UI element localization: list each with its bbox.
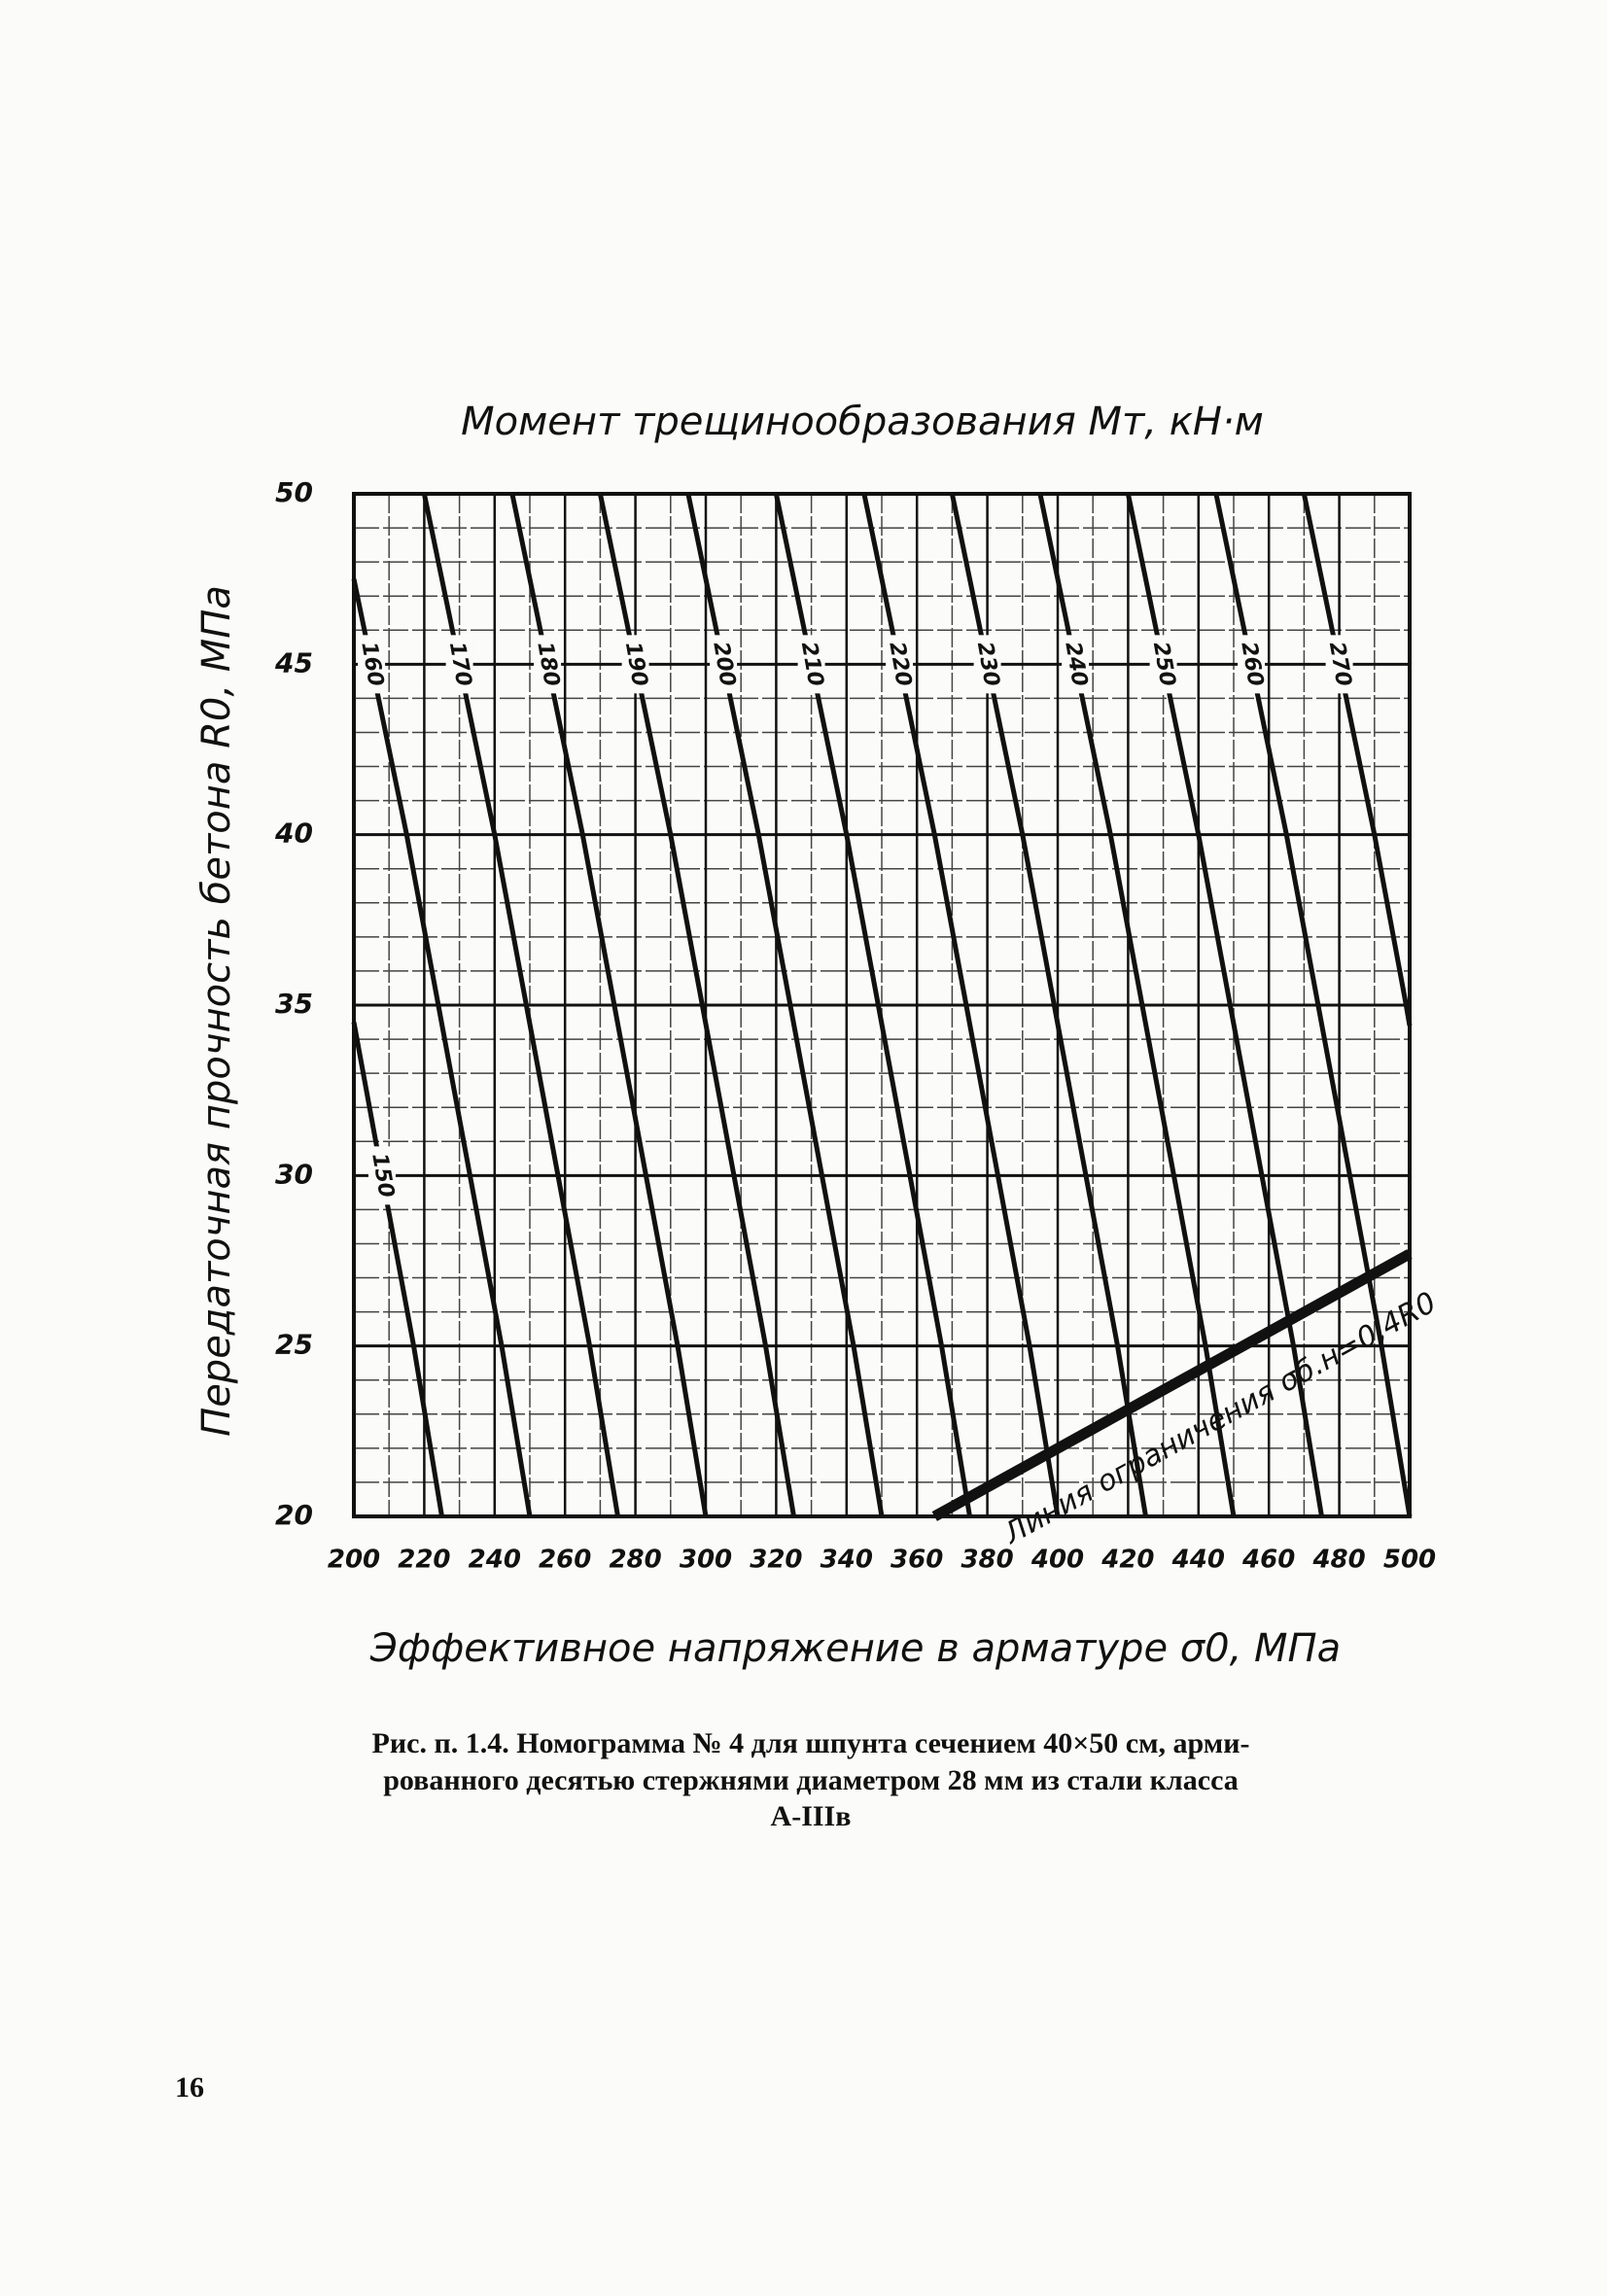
curve-label-bg [710,635,738,694]
x-tick-label: 360 [891,1546,943,1575]
y-tick-label: 45 [274,646,313,678]
curve [351,1022,444,1517]
x-axis-label: Эффективное напряжение в арматуре σ0, МП… [369,1626,1341,1671]
curve-label-bg [445,635,473,694]
y-tick-label: 35 [275,988,313,1020]
x-tick-label: 480 [1311,1546,1365,1575]
curve [1301,493,1413,1026]
y-axis-label: Передаточная прочность бетона R0, МПа [194,585,239,1437]
curve-label-bg [973,635,1001,694]
curve-label-bg [886,635,914,694]
constraint-label: Линия ограничения σб.н=0,4R0 [997,1285,1442,1551]
x-tick-label: 440 [1171,1546,1225,1575]
curve-label-bg [534,635,562,694]
curve-label-bg [1238,635,1266,694]
x-tick-label: 200 [328,1546,380,1575]
x-tick-label: 380 [961,1546,1013,1575]
y-tick-label: 50 [275,476,313,508]
caption-line: А-IIIв [771,1800,852,1832]
curve-label-bg [797,635,825,694]
chart-title: Момент трещинообразования Mт, кН·м [461,400,1264,444]
x-tick-label: 300 [680,1546,732,1575]
curve-label-bg [358,635,386,694]
x-tick-label: 280 [609,1546,661,1575]
curve-label-bg [1149,635,1177,694]
constraint-line [931,1249,1413,1521]
page-number: 16 [175,2071,204,2104]
y-tick-label: 40 [274,818,313,850]
curve-label-bg [621,635,649,694]
curve-label-bg [1062,635,1090,694]
x-tick-label: 240 [469,1546,521,1575]
x-tick-label: 500 [1383,1546,1436,1575]
x-tick-label: 260 [539,1546,591,1575]
x-tick-label: 420 [1100,1546,1154,1575]
x-tick-label: 400 [1031,1546,1084,1575]
curve-label-bg [1325,635,1353,694]
x-tick-label: 320 [750,1546,802,1575]
curve-label-bg [367,1146,396,1205]
curve [351,578,533,1517]
plot-area: 200 220 240 260 280 300 320 340 360 380 400 420 440 4… [274,476,1442,1575]
caption-line: рованного десятью стержнями диаметром 28… [383,1764,1239,1796]
y-tick-label: 25 [275,1329,313,1361]
caption-line: Рис. п. 1.4. Номограмма № 4 для шпунта с… [372,1727,1250,1759]
x-tick-label: 340 [821,1546,873,1575]
x-tick-label: 220 [398,1546,450,1575]
y-tick-label: 20 [275,1499,313,1531]
y-tick-label: 30 [275,1158,313,1190]
x-tick-label: 460 [1241,1546,1295,1575]
